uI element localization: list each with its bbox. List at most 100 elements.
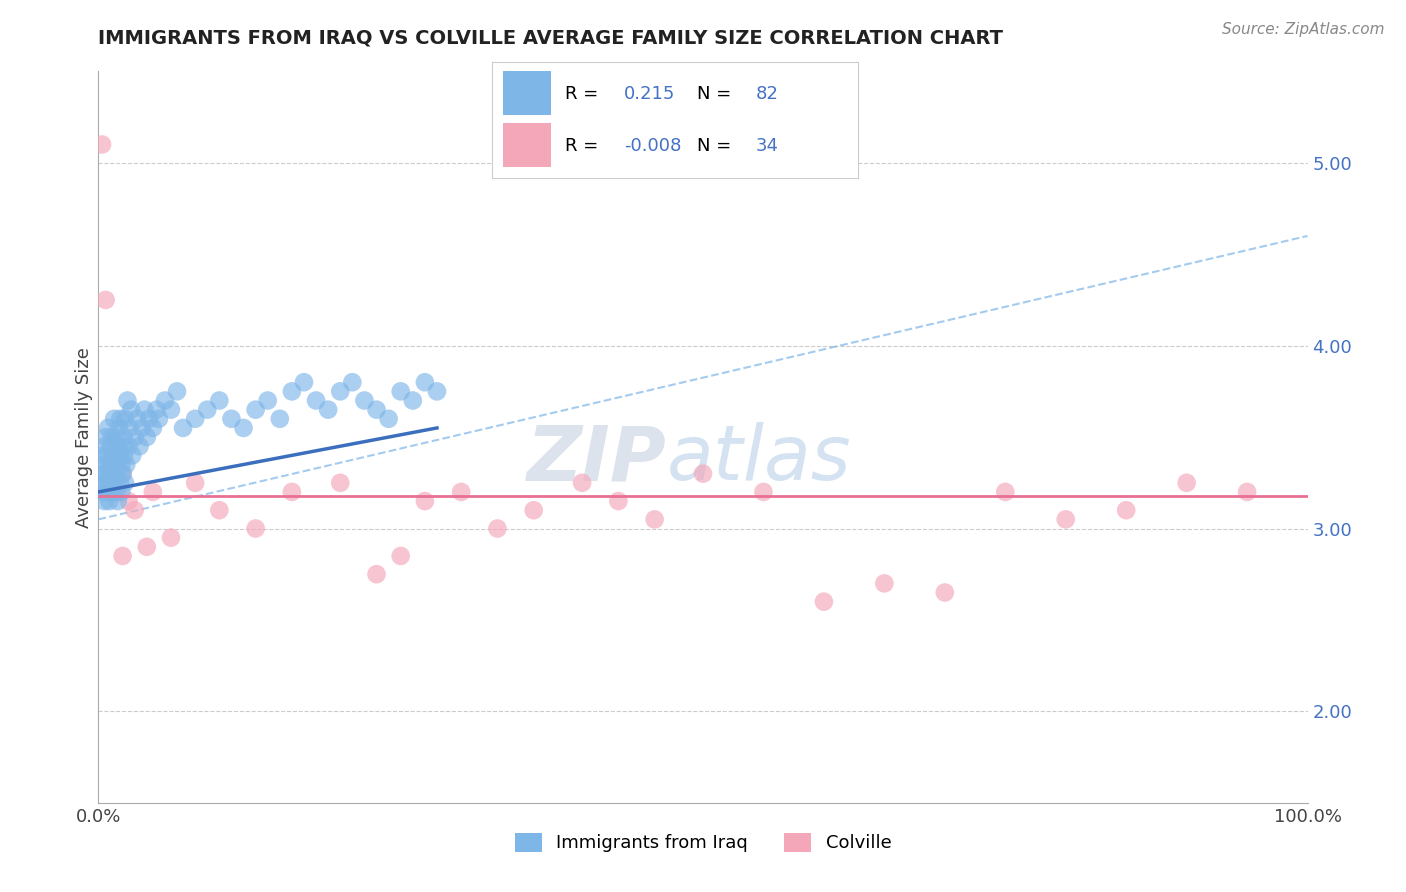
Point [103,412,125,426]
Text: atlas: atlas [666,422,851,496]
Point [93,494,115,508]
Point [127,412,149,426]
Point [366,402,388,417]
Point [94,467,117,481]
Point [184,412,207,426]
Point [101,458,124,472]
Point [105,485,128,500]
Point [692,467,714,481]
Point [111,439,134,453]
Point [135,430,157,444]
Point [121,448,143,462]
Point [108,412,131,426]
Point [124,503,146,517]
Y-axis label: Average Family Size: Average Family Size [75,347,93,527]
Point [91,137,114,152]
Point [281,485,304,500]
Point [305,393,328,408]
Point [245,521,267,535]
Point [256,393,278,408]
Point [105,430,128,444]
Point [342,375,364,389]
Point [135,540,157,554]
Point [91,485,114,500]
Point [110,485,132,500]
Point [994,485,1017,500]
Point [245,402,267,417]
Point [208,393,231,408]
Point [195,402,218,417]
Point [97,421,120,435]
Point [100,467,122,481]
Point [100,430,122,444]
Point [98,494,121,508]
Point [120,402,142,417]
Point [389,384,412,399]
Point [166,384,188,399]
Text: 82: 82 [755,85,778,103]
Point [413,494,436,508]
Point [221,412,243,426]
Bar [503,123,551,167]
Point [107,439,129,453]
Point [644,512,666,526]
Point [934,585,956,599]
Point [292,375,315,389]
Point [607,494,630,508]
Point [114,475,136,490]
Point [486,521,509,535]
Point [100,485,122,500]
Point [117,393,139,408]
Point [413,375,436,389]
Point [112,448,135,462]
Text: 0.215: 0.215 [624,85,675,103]
Text: -0.008: -0.008 [624,137,681,155]
Point [101,475,124,490]
Point [104,467,127,481]
Point [108,421,131,435]
Point [1175,475,1198,490]
Point [571,475,593,490]
Point [316,402,339,417]
Point [329,384,352,399]
Point [118,439,141,453]
Point [142,485,165,500]
Point [103,448,125,462]
Point [138,412,160,426]
Point [111,467,134,481]
Point [105,458,128,472]
Point [94,293,117,307]
Point [107,494,129,508]
Text: ZIP: ZIP [527,422,666,496]
Point [108,475,131,490]
Point [172,421,194,435]
Point [366,567,388,582]
Point [91,467,114,481]
Point [148,412,170,426]
Point [1054,512,1077,526]
Point [108,448,131,462]
Point [232,421,254,435]
Point [97,475,120,490]
Point [100,439,122,453]
Point [184,475,207,490]
Point [813,594,835,608]
Text: N =: N = [697,137,731,155]
Point [523,503,546,517]
Text: N =: N = [697,85,731,103]
Point [111,467,134,481]
Legend: Immigrants from Iraq, Colville: Immigrants from Iraq, Colville [508,826,898,860]
Point [134,402,156,417]
Point [329,475,352,490]
Point [96,448,118,462]
Point [142,421,165,435]
Point [208,503,231,517]
Point [96,485,118,500]
Point [752,485,775,500]
Text: R =: R = [565,137,599,155]
Point [124,430,146,444]
Text: Source: ZipAtlas.com: Source: ZipAtlas.com [1222,22,1385,37]
Text: R =: R = [565,85,599,103]
Point [110,458,132,472]
Text: IMMIGRANTS FROM IRAQ VS COLVILLE AVERAGE FAMILY SIZE CORRELATION CHART: IMMIGRANTS FROM IRAQ VS COLVILLE AVERAGE… [98,29,1004,47]
